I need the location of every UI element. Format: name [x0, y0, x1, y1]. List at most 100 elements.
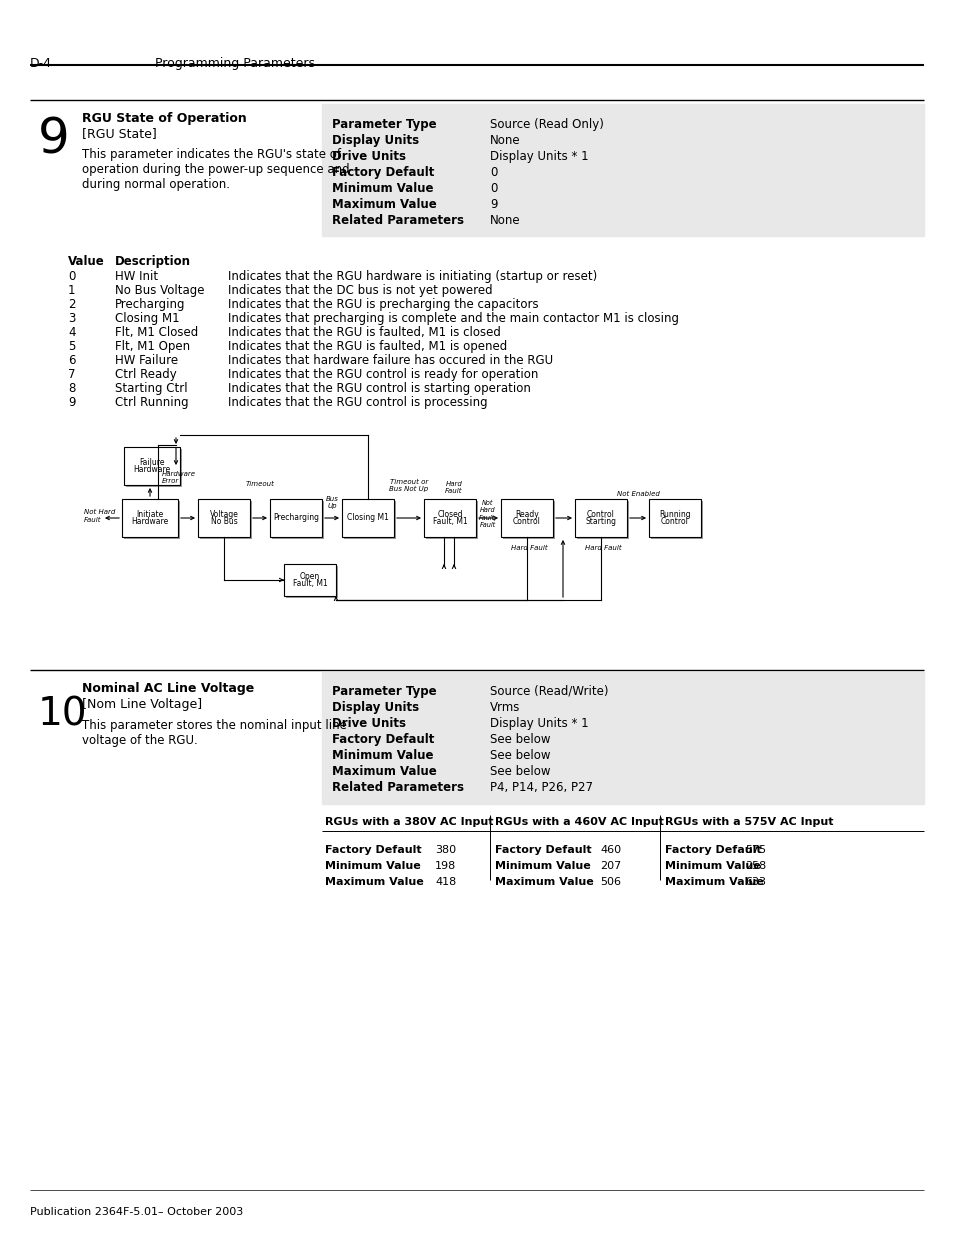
- Text: Indicates that the RGU control is ready for operation: Indicates that the RGU control is ready …: [228, 368, 537, 382]
- Text: 10: 10: [38, 695, 88, 734]
- Text: Timeout or
Bus Not Up: Timeout or Bus Not Up: [389, 479, 428, 492]
- Text: Programming Parameters: Programming Parameters: [154, 57, 314, 70]
- Text: 9: 9: [38, 115, 70, 163]
- Text: Minimum Value: Minimum Value: [495, 861, 590, 871]
- Text: 9: 9: [68, 396, 75, 409]
- Text: Source (Read/Write): Source (Read/Write): [490, 685, 608, 698]
- Text: Drive Units: Drive Units: [332, 149, 406, 163]
- Text: 207: 207: [599, 861, 620, 871]
- Text: 0: 0: [490, 165, 497, 179]
- Bar: [124, 501, 180, 538]
- Text: Display Units: Display Units: [332, 135, 418, 147]
- Text: Closing M1: Closing M1: [347, 514, 389, 522]
- Text: P4, P14, P26, P27: P4, P14, P26, P27: [490, 781, 593, 794]
- Text: 8: 8: [68, 382, 75, 395]
- Bar: [322, 104, 923, 236]
- Bar: [650, 501, 702, 538]
- Text: Minimum Value: Minimum Value: [664, 861, 760, 871]
- Bar: [575, 499, 626, 537]
- Text: 4: 4: [68, 326, 75, 338]
- Text: Not Enabled: Not Enabled: [616, 492, 659, 496]
- Text: Vrms: Vrms: [490, 701, 519, 714]
- Text: 418: 418: [435, 877, 456, 887]
- Bar: [272, 501, 324, 538]
- Text: Maximum Value: Maximum Value: [332, 198, 436, 211]
- Text: Factory Default: Factory Default: [495, 845, 591, 855]
- Text: Ready: Ready: [515, 510, 538, 519]
- Text: RGUs with a 460V AC Input: RGUs with a 460V AC Input: [495, 818, 663, 827]
- Text: This parameter indicates the RGU's state of
operation during the power-up sequen: This parameter indicates the RGU's state…: [82, 148, 349, 191]
- Text: Control: Control: [660, 517, 688, 526]
- Text: Flt, M1 Closed: Flt, M1 Closed: [115, 326, 198, 338]
- Text: 460: 460: [599, 845, 620, 855]
- Text: Voltage: Voltage: [210, 510, 238, 519]
- Text: Ctrl Running: Ctrl Running: [115, 396, 189, 409]
- Bar: [423, 499, 476, 537]
- Text: 575: 575: [744, 845, 765, 855]
- Text: Indicates that hardware failure has occured in the RGU: Indicates that hardware failure has occu…: [228, 354, 553, 367]
- Text: Bus
Up: Bus Up: [325, 496, 338, 509]
- Text: HW Init: HW Init: [115, 270, 158, 283]
- Text: [Nom Line Voltage]: [Nom Line Voltage]: [82, 698, 202, 711]
- Bar: [286, 566, 337, 598]
- Text: [RGU State]: [RGU State]: [82, 127, 156, 140]
- Text: Related Parameters: Related Parameters: [332, 214, 463, 227]
- Text: RGUs with a 380V AC Input: RGUs with a 380V AC Input: [325, 818, 493, 827]
- Text: Maximum Value: Maximum Value: [325, 877, 423, 887]
- Bar: [126, 450, 182, 487]
- Text: Factory Default: Factory Default: [325, 845, 421, 855]
- Text: Fault, M1: Fault, M1: [432, 517, 467, 526]
- Text: 506: 506: [599, 877, 620, 887]
- Text: Fault, M1: Fault, M1: [293, 579, 327, 588]
- Text: Indicates that the DC bus is not yet powered: Indicates that the DC bus is not yet pow…: [228, 284, 492, 296]
- Text: See below: See below: [490, 748, 550, 762]
- Text: Ctrl Ready: Ctrl Ready: [115, 368, 176, 382]
- Text: Hard Fault: Hard Fault: [584, 545, 620, 551]
- Text: Display Units * 1: Display Units * 1: [490, 149, 588, 163]
- Text: Running: Running: [659, 510, 690, 519]
- Text: Minimum Value: Minimum Value: [325, 861, 420, 871]
- Text: Parameter Type: Parameter Type: [332, 685, 436, 698]
- Bar: [648, 499, 700, 537]
- Text: Hard
Fault: Hard Fault: [445, 480, 462, 494]
- Text: Display Units: Display Units: [332, 701, 418, 714]
- Text: Precharging: Precharging: [115, 298, 185, 311]
- Text: See below: See below: [490, 734, 550, 746]
- Text: Hardware
Error: Hardware Error: [162, 471, 195, 484]
- Text: Initiate: Initiate: [136, 510, 164, 519]
- Text: Factory Default: Factory Default: [332, 734, 434, 746]
- Text: Description: Description: [115, 254, 191, 268]
- Text: D-4: D-4: [30, 57, 52, 70]
- Text: Factory Default: Factory Default: [332, 165, 434, 179]
- Text: Hardware: Hardware: [133, 466, 171, 474]
- Text: Closing M1: Closing M1: [115, 312, 179, 325]
- Text: Precharging: Precharging: [273, 514, 318, 522]
- Text: Value: Value: [68, 254, 105, 268]
- Text: No Bus Voltage: No Bus Voltage: [115, 284, 204, 296]
- Bar: [200, 501, 252, 538]
- Text: Indicates that precharging is complete and the main contactor M1 is closing: Indicates that precharging is complete a…: [228, 312, 679, 325]
- Text: 0: 0: [68, 270, 75, 283]
- Text: Not
Hard
Fault,
Fault: Not Hard Fault, Fault: [478, 500, 497, 527]
- Text: RGU State of Operation: RGU State of Operation: [82, 112, 247, 125]
- Text: 633: 633: [744, 877, 765, 887]
- Bar: [502, 501, 555, 538]
- Bar: [322, 672, 923, 804]
- Text: None: None: [490, 214, 520, 227]
- Text: Related Parameters: Related Parameters: [332, 781, 463, 794]
- Bar: [270, 499, 322, 537]
- Bar: [198, 499, 250, 537]
- Text: Nominal AC Line Voltage: Nominal AC Line Voltage: [82, 682, 254, 695]
- Text: Not Hard
Fault: Not Hard Fault: [84, 510, 115, 522]
- Text: Maximum Value: Maximum Value: [332, 764, 436, 778]
- Text: Indicates that the RGU is faulted, M1 is closed: Indicates that the RGU is faulted, M1 is…: [228, 326, 500, 338]
- Text: Indicates that the RGU hardware is initiating (startup or reset): Indicates that the RGU hardware is initi…: [228, 270, 597, 283]
- Text: 2: 2: [68, 298, 75, 311]
- Text: Minimum Value: Minimum Value: [332, 748, 433, 762]
- Text: Starting: Starting: [585, 517, 616, 526]
- Bar: [124, 447, 180, 485]
- Bar: [426, 501, 477, 538]
- Text: 258: 258: [744, 861, 765, 871]
- Text: 0: 0: [490, 182, 497, 195]
- Text: None: None: [490, 135, 520, 147]
